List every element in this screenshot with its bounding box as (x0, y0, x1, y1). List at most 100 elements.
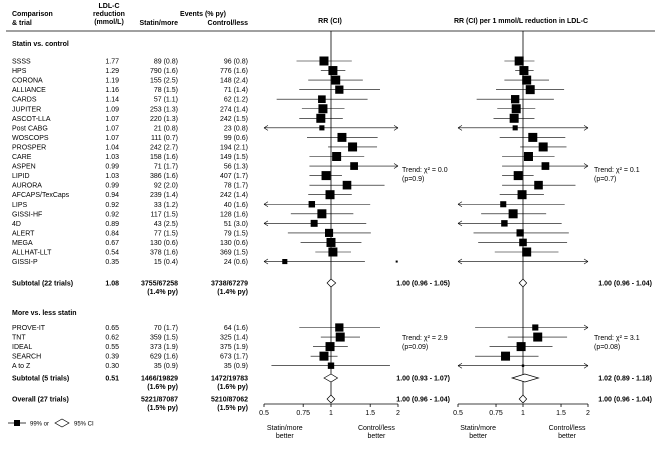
trial-statin-events: 21 (0.8) (154, 125, 178, 132)
trial-ldl: 0.99 (105, 164, 119, 171)
trial-point-estimate (335, 323, 344, 332)
trial-point-estimate (532, 324, 539, 331)
trial-point-estimate (541, 162, 550, 170)
x-tick-label: 1 (329, 410, 333, 417)
trend-p-value: (p=0.9) (402, 176, 424, 183)
trial-statin-events: 77 (1.5) (154, 230, 178, 237)
trial-point-estimate (517, 190, 527, 200)
trial-control-events: 369 (1.5) (220, 250, 248, 257)
trial-ldl: 1.16 (105, 87, 119, 94)
trial-point-estimate (321, 171, 331, 181)
trial-control-events: 62 (1.2) (224, 97, 248, 104)
subtotal-statin-vs-control-control-events: 3738/67279 (211, 281, 248, 288)
trial-point-estimate (511, 104, 521, 114)
trial-ci-arrow-left (457, 220, 463, 227)
trial-name: CARE (12, 154, 32, 161)
trial-point-estimate (328, 66, 338, 76)
trial-ldl: 1.03 (105, 173, 119, 180)
trial-name: LIPID (12, 173, 30, 180)
trial-point-estimate (317, 209, 327, 219)
left-label-line-1: Statin/more (460, 425, 496, 432)
subtotal-more-vs-less-label: Subtotal (5 trials) (12, 376, 69, 383)
trial-control-events: 64 (1.6) (224, 325, 248, 332)
trial-ldl: 1.04 (105, 144, 119, 151)
trial-ldl: 0.35 (105, 259, 119, 266)
subtotal-statin-vs-control-rr-per-mmol-text: 1.00 (0.96 - 1.04) (598, 281, 652, 288)
trial-statin-events: 57 (1.1) (154, 97, 178, 104)
trial-statin-events: 89 (0.8) (154, 59, 178, 66)
trial-statin-events: 43 (2.5) (154, 221, 178, 228)
trial-control-events: 274 (1.4) (220, 106, 248, 113)
left-label-line-2: better (276, 433, 295, 440)
header-trial: & trial (12, 20, 32, 27)
trial-point-estimate (282, 259, 288, 265)
trial-point-estimate (525, 85, 535, 95)
trial-control-events: 242 (1.5) (220, 116, 248, 123)
trial-ci-arrow-left (263, 201, 269, 208)
trial-point-estimate (516, 229, 524, 237)
trial-point-estimate (325, 342, 335, 352)
trial-point-estimate (319, 56, 329, 66)
trial-statin-events: 130 (0.6) (150, 240, 178, 247)
overall-control-events: 5210/87062 (211, 397, 248, 404)
x-tick-label: 1.5 (556, 410, 566, 417)
trial-point-estimate (523, 152, 533, 161)
header-rr-per-mmol: RR (CI) per 1 mmol/L reduction in LDL-C (454, 18, 588, 25)
trial-control-events: 130 (0.6) (220, 240, 248, 247)
trial-point-estimate (508, 209, 518, 219)
trial-name: IDEAL (12, 344, 32, 351)
trial-control-events: 40 (1.6) (224, 202, 248, 209)
header-comparison: Comparison (12, 11, 53, 18)
trend-statistic: Trend: χ² = 2.9 (402, 335, 448, 342)
trial-statin-events: 33 (1.2) (154, 202, 178, 209)
trend-statistic-per-mmol: Trend: χ² = 0.1 (594, 167, 640, 174)
right-label-line-1: Control/less (549, 425, 586, 432)
subtotal-statin-vs-control-statin-pct: (1.4% py) (147, 289, 178, 296)
trial-name: WOSCOPS (12, 135, 49, 142)
trial-point-estimate (528, 132, 538, 142)
trial-ci-arrow-right (583, 362, 589, 369)
trial-point-estimate (326, 237, 336, 247)
trial-statin-events: 111 (0.7) (151, 135, 178, 142)
subtotal-more-vs-less-statin-events: 1466/19829 (141, 376, 178, 383)
trial-statin-events: 78 (1.5) (154, 87, 178, 94)
trial-point-estimate (308, 201, 316, 208)
trend-statistic-per-mmol: Trend: χ² = 3.1 (594, 335, 640, 342)
header-control: Control/less (208, 20, 249, 27)
trial-point-estimate (324, 228, 334, 237)
trial-statin-events: 373 (1.9) (150, 344, 178, 351)
trial-point-estimate (332, 152, 342, 161)
overall-statin-events: 5221/87087 (141, 397, 178, 404)
trial-name: AURORA (12, 183, 42, 190)
trial-ci-arrow-right (583, 324, 589, 331)
trial-ldl: 1.19 (105, 78, 119, 85)
trial-ci-arrow-left (457, 362, 463, 369)
trial-point-estimate (328, 247, 338, 257)
trial-name: JUPITER (12, 106, 41, 113)
x-tick-label: 0.5 (453, 410, 463, 417)
subtotal-more-vs-less-rr-per-mmol-text: 1.02 (0.89 - 1.18) (598, 376, 652, 383)
trial-statin-events: 386 (1.6) (150, 173, 178, 180)
trial-point-estimate (331, 75, 341, 85)
trial-ci-arrow-right (583, 125, 589, 131)
trial-ci-arrow-left (263, 258, 269, 265)
trial-ldl: 0.62 (105, 335, 119, 342)
trial-point-estimate (342, 180, 352, 190)
trial-point-estimate (501, 220, 508, 227)
trial-point-estimate (335, 332, 345, 342)
trial-ci-arrow-right (393, 125, 399, 131)
x-tick-label: 2 (586, 410, 590, 417)
trial-control-events: 375 (1.9) (220, 344, 248, 351)
trial-point-estimate (348, 142, 358, 152)
trial-name: AFCAPS/TexCaps (12, 192, 70, 199)
trial-point-estimate (521, 364, 525, 367)
right-label-line-1: Control/less (358, 425, 395, 432)
trial-control-events: 79 (1.5) (224, 230, 248, 237)
trial-point-estimate (325, 190, 335, 200)
trial-point-estimate (500, 201, 507, 208)
x-tick-label: 1 (521, 410, 525, 417)
trial-control-events: 51 (3.0) (224, 221, 248, 228)
trial-name: 4D (12, 221, 21, 228)
trial-control-events: 96 (0.8) (224, 59, 248, 66)
subtotal-more-vs-less-diamond-per-mmol (510, 373, 540, 383)
